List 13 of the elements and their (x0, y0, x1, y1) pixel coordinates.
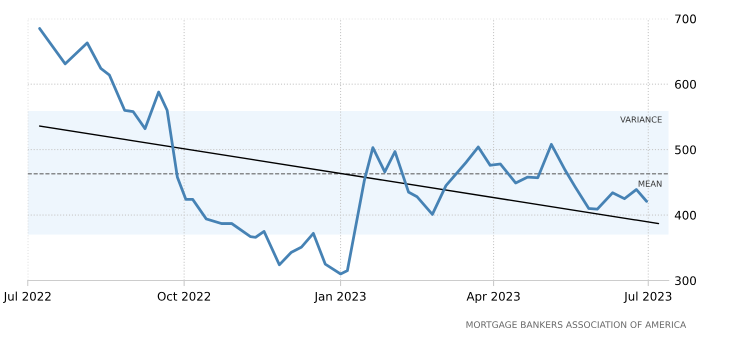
y-tick-label: 600 (675, 80, 696, 89)
y-tick-label: 400 (674, 210, 696, 220)
x-tick-label: Apr 2023 (466, 292, 520, 304)
y-tick-label: 300 (675, 276, 696, 286)
x-tick-label: Jan 2023 (314, 292, 366, 303)
y-tick-label: 700 (675, 14, 696, 24)
x-tick-label: Jul 2023 (624, 292, 672, 303)
band-label: VARIANCE (620, 116, 662, 123)
ref-line-label: MEAN (638, 180, 662, 187)
text: MORTGAGE BANKERS ASSOCIATION OF AMERICA (466, 321, 686, 328)
y-tick-label: 500 (675, 145, 696, 154)
x-tick-label: Oct 2022 (158, 292, 210, 301)
x-tick-label: Jul 2022 (3, 292, 51, 303)
